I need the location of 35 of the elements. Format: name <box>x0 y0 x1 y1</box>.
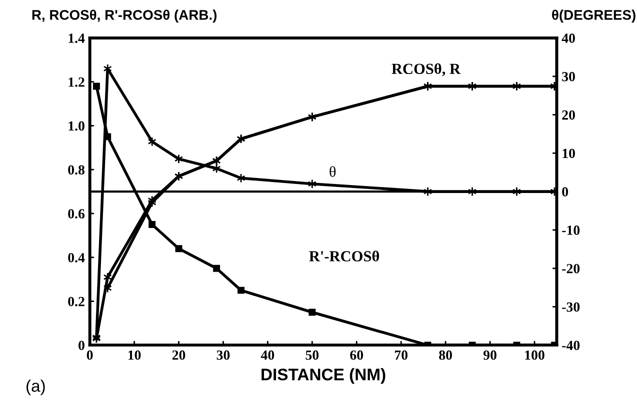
y2-tick-label: 10 <box>562 148 575 158</box>
y-tick-label: 1.4 <box>68 34 85 43</box>
x-tick-label: 50 <box>306 350 319 360</box>
x-tick-label: 40 <box>260 350 274 360</box>
y2-tick-label: -20 <box>562 264 580 274</box>
x-tick-label: 60 <box>350 350 364 360</box>
annotation: θ <box>330 166 336 177</box>
x-tick-label: 10 <box>128 350 141 360</box>
y2-axis-title: θ(DEGREES) <box>552 10 636 23</box>
x-tick-label: 0 <box>86 350 93 360</box>
x-tick-label: 30 <box>216 350 230 360</box>
annotation: RCOSθ, R <box>392 63 461 76</box>
y2-tick-label: 40 <box>562 34 575 43</box>
y2-tick-label: 0 <box>562 187 568 197</box>
y-tick-label: 1.2 <box>68 77 84 87</box>
x-tick-label: 20 <box>172 350 186 360</box>
y-tick-label: 0 <box>78 340 84 350</box>
y-tick-label: 0.8 <box>68 165 84 175</box>
y2-tick-label: 30 <box>562 72 575 82</box>
y2-tick-label: -10 <box>562 226 580 235</box>
text: (a) <box>26 380 45 396</box>
x-tick-label: 100 <box>525 350 544 360</box>
y2-tick-label: -30 <box>562 302 580 312</box>
y-tick-label: 0.4 <box>68 252 85 262</box>
y2-tick-label: -40 <box>562 340 580 350</box>
annotation: R'-RCOSθ <box>309 250 380 262</box>
y-tick-label: 0.2 <box>68 296 84 306</box>
y-tick-label: 1.0 <box>68 121 84 131</box>
x-tick-label: 90 <box>483 350 496 360</box>
y2-tick-label: 20 <box>562 110 575 120</box>
x-tick-label: 80 <box>439 350 452 360</box>
y-tick-label: 0.6 <box>68 209 85 219</box>
x-tick-label: 70 <box>394 350 408 360</box>
x-axis-title: DISTANCE (NM) <box>262 368 386 384</box>
y-axis-title: R, RCOSθ, R'-RCOSθ (ARB.) <box>32 10 217 23</box>
